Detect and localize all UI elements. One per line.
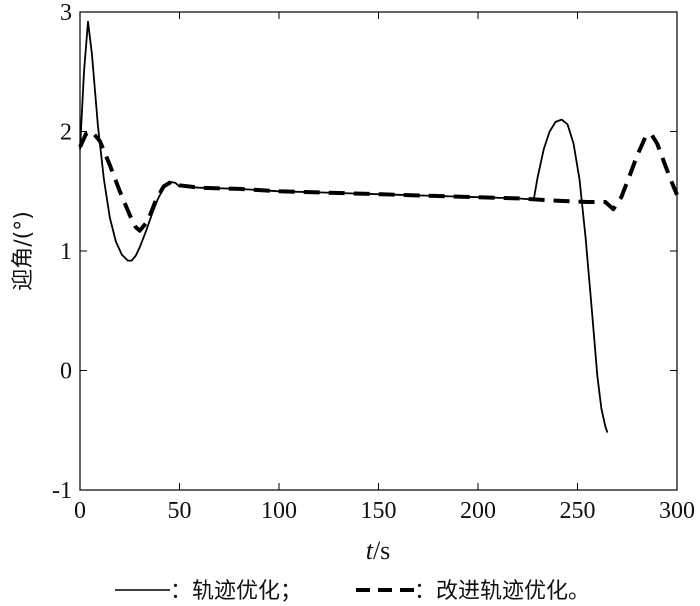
x-tick-label: 200 (460, 498, 496, 524)
series-line-improved-trajectory-optimization (78, 129, 679, 233)
series-line-trajectory-optimization (79, 20, 609, 433)
series-layer (78, 20, 679, 433)
y-axis: -1 0 1 2 3 (52, 0, 677, 504)
y-tick-label: 1 (60, 239, 72, 265)
x-tick-label: 50 (168, 498, 192, 524)
x-tick-label: 250 (560, 498, 596, 524)
x-axis-label-unit: /s (373, 536, 390, 565)
x-tick-label: 300 (659, 498, 695, 524)
y-tick-label: 2 (60, 120, 72, 146)
y-axis-label: 迎角/(°) (11, 211, 36, 291)
y-tick-label: 3 (60, 0, 72, 26)
legend: ：轨迹优化； ：改进轨迹优化。 (115, 579, 590, 604)
x-tick-label: 100 (261, 498, 297, 524)
legend-solid-label: ：轨迹优化； (170, 579, 302, 604)
y-tick-label: -1 (52, 478, 72, 504)
x-axis-label-variable: t (366, 536, 374, 565)
x-tick-label: 150 (361, 498, 397, 524)
legend-dashed-label: ：改进轨迹优化。 (414, 579, 590, 604)
x-axis: 0 50 100 150 200 250 300 (74, 12, 695, 524)
x-tick-label: 0 (74, 498, 86, 524)
x-axis-label: t/s (366, 536, 391, 565)
y-tick-label: 0 (60, 359, 72, 385)
